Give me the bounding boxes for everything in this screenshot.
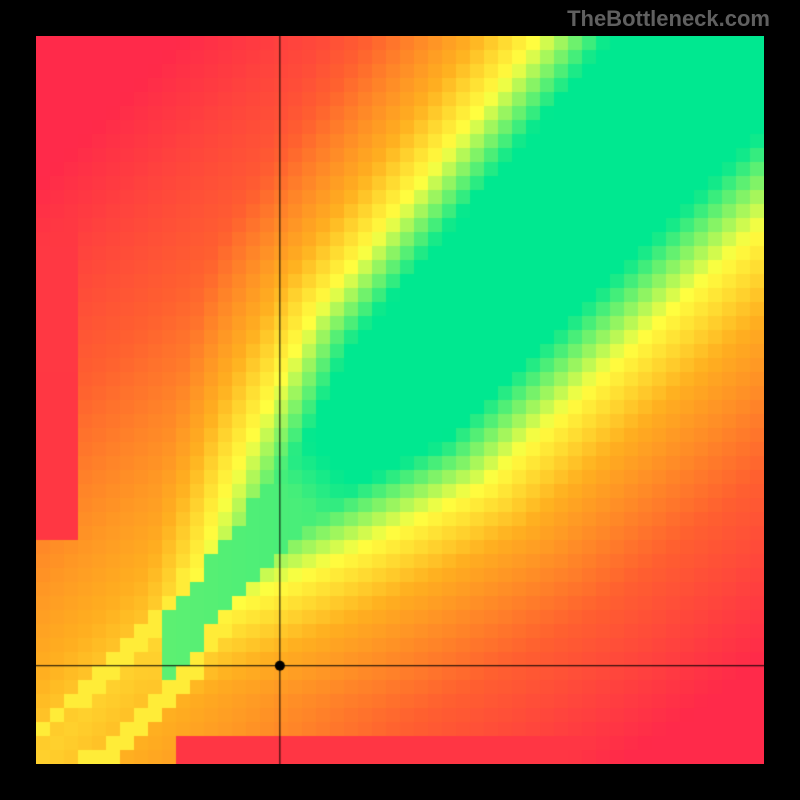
watermark-text: TheBottleneck.com: [567, 6, 770, 32]
heatmap-canvas: [36, 36, 764, 764]
bottleneck-heatmap: [36, 36, 764, 764]
